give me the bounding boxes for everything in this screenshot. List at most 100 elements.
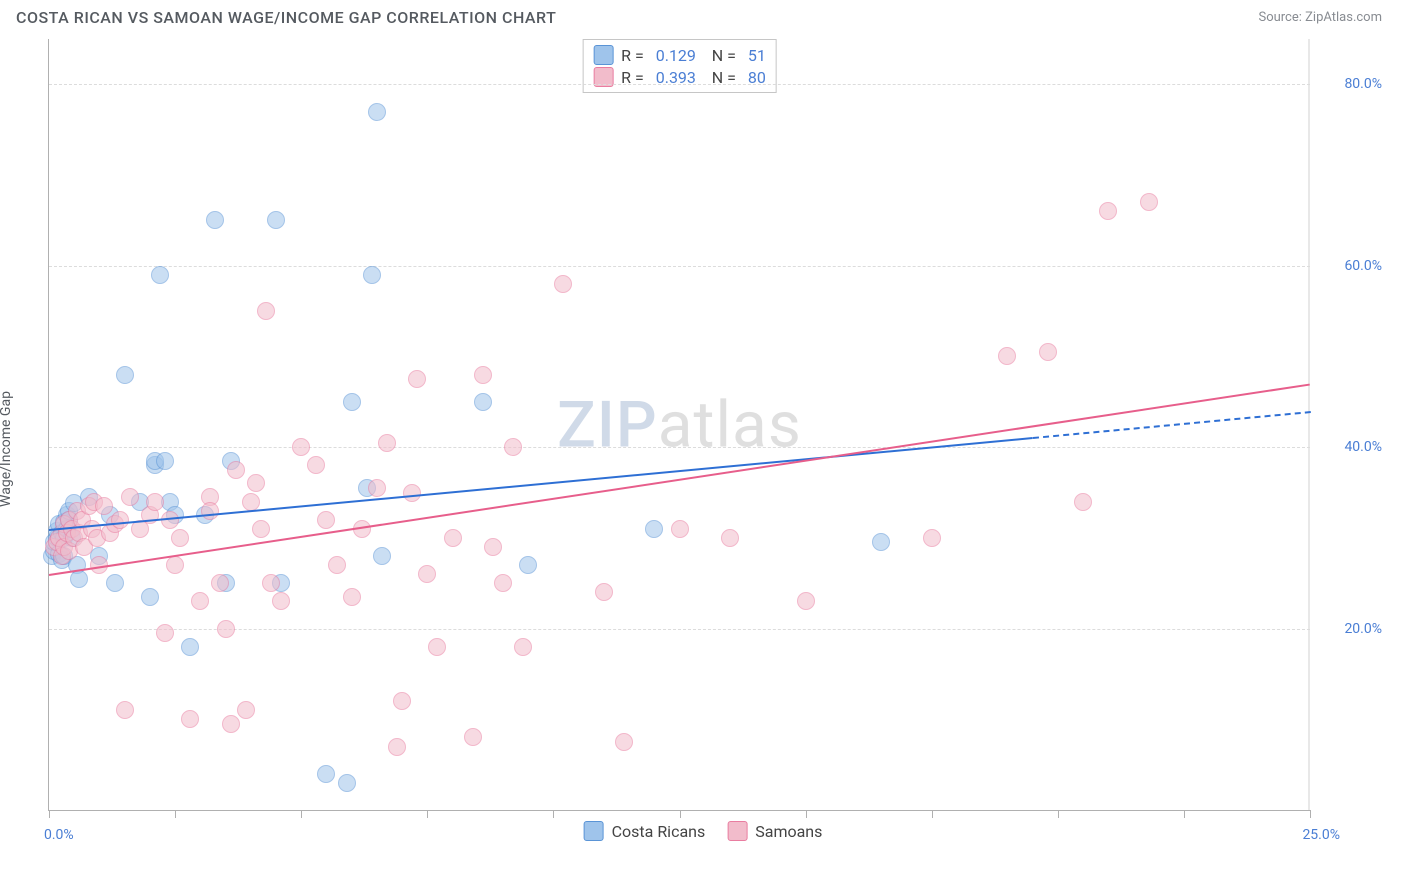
scatter-point: [252, 520, 270, 538]
chart-title: COSTA RICAN VS SAMOAN WAGE/INCOME GAP CO…: [16, 8, 556, 27]
trend-line: [49, 437, 1033, 531]
scatter-point: [428, 638, 446, 656]
scatter-point: [504, 438, 522, 456]
y-gridline: [49, 84, 1310, 85]
r-value: 0.129: [656, 46, 704, 65]
scatter-point: [272, 592, 290, 610]
correlation-legend-row: R = 0.129 N = 51: [593, 44, 766, 66]
scatter-point: [368, 479, 386, 497]
scatter-point: [554, 275, 572, 293]
scatter-point: [146, 493, 164, 511]
plot-region: ZIPatlas R = 0.129N = 51R = 0.393N = 80 …: [48, 39, 1310, 811]
scatter-point: [368, 103, 386, 121]
scatter-point: [615, 733, 633, 751]
scatter-point: [257, 302, 275, 320]
scatter-point: [181, 710, 199, 728]
scatter-point: [141, 588, 159, 606]
scatter-point: [181, 638, 199, 656]
scatter-point: [307, 456, 325, 474]
legend-swatch: [584, 821, 604, 841]
x-axis-max-label: 25.0%: [1302, 827, 1340, 843]
scatter-point: [464, 728, 482, 746]
x-tick: [680, 810, 681, 818]
legend-item: Costa Ricans: [584, 821, 706, 841]
y-tick-label: 60.0%: [1344, 258, 1382, 274]
y-gridline: [49, 629, 1310, 630]
scatter-point: [519, 556, 537, 574]
n-value: 51: [748, 46, 766, 65]
scatter-point: [378, 434, 396, 452]
trend-line: [1032, 411, 1310, 439]
x-tick: [806, 810, 807, 818]
r-label: R =: [621, 46, 648, 65]
chart-area: Wage/Income Gap ZIPatlas R = 0.129 N = 51…: [0, 31, 1406, 851]
scatter-point: [671, 520, 689, 538]
scatter-point: [721, 529, 739, 547]
scatter-point: [343, 588, 361, 606]
chart-source: Source: ZipAtlas.com: [1258, 10, 1382, 25]
scatter-point: [116, 701, 134, 719]
x-tick: [1058, 810, 1059, 818]
scatter-point: [494, 574, 512, 592]
legend-item: Samoans: [727, 821, 822, 841]
n-label: N =: [712, 46, 740, 65]
scatter-point: [95, 497, 113, 515]
scatter-point: [106, 574, 124, 592]
legend-swatch: [593, 45, 613, 65]
scatter-point: [388, 738, 406, 756]
series-legend: Costa Ricans Samoans: [584, 821, 823, 841]
x-tick: [1184, 810, 1185, 818]
scatter-point: [262, 574, 280, 592]
scatter-point: [247, 474, 265, 492]
y-gridline: [49, 266, 1310, 267]
y-tick-label: 40.0%: [1344, 439, 1382, 455]
scatter-point: [1039, 343, 1057, 361]
scatter-point: [201, 502, 219, 520]
scatter-point: [156, 452, 174, 470]
scatter-point: [797, 592, 815, 610]
scatter-point: [645, 520, 663, 538]
scatter-point: [166, 556, 184, 574]
watermark-part-a: ZIP: [557, 387, 658, 462]
scatter-point: [317, 765, 335, 783]
scatter-point: [484, 538, 502, 556]
x-tick: [932, 810, 933, 818]
legend-label: Costa Ricans: [612, 822, 706, 841]
scatter-point: [923, 529, 941, 547]
y-tick-label: 80.0%: [1344, 76, 1382, 92]
legend-swatch: [727, 821, 747, 841]
scatter-point: [237, 701, 255, 719]
scatter-point: [363, 266, 381, 284]
x-tick: [49, 810, 50, 818]
scatter-point: [222, 715, 240, 733]
scatter-point: [191, 592, 209, 610]
scatter-point: [328, 556, 346, 574]
scatter-point: [514, 638, 532, 656]
scatter-point: [474, 393, 492, 411]
scatter-point: [595, 583, 613, 601]
scatter-point: [111, 511, 129, 529]
x-tick: [1310, 810, 1311, 818]
scatter-point: [156, 624, 174, 642]
scatter-point: [338, 774, 356, 792]
x-tick: [175, 810, 176, 818]
scatter-point: [317, 511, 335, 529]
scatter-point: [121, 488, 139, 506]
trend-line: [49, 384, 1310, 576]
scatter-point: [343, 393, 361, 411]
plot-right-border: [1308, 39, 1310, 810]
scatter-point: [418, 565, 436, 583]
scatter-point: [116, 366, 134, 384]
scatter-point: [227, 461, 245, 479]
watermark-part-b: atlas: [658, 387, 802, 462]
scatter-point: [151, 266, 169, 284]
x-tick: [301, 810, 302, 818]
scatter-point: [403, 484, 421, 502]
legend-label: Samoans: [755, 822, 822, 841]
y-axis-label: Wage/Income Gap: [0, 391, 14, 507]
x-tick: [553, 810, 554, 818]
scatter-point: [211, 574, 229, 592]
scatter-point: [1074, 493, 1092, 511]
scatter-point: [242, 493, 260, 511]
chart-header: COSTA RICAN VS SAMOAN WAGE/INCOME GAP CO…: [0, 0, 1406, 31]
